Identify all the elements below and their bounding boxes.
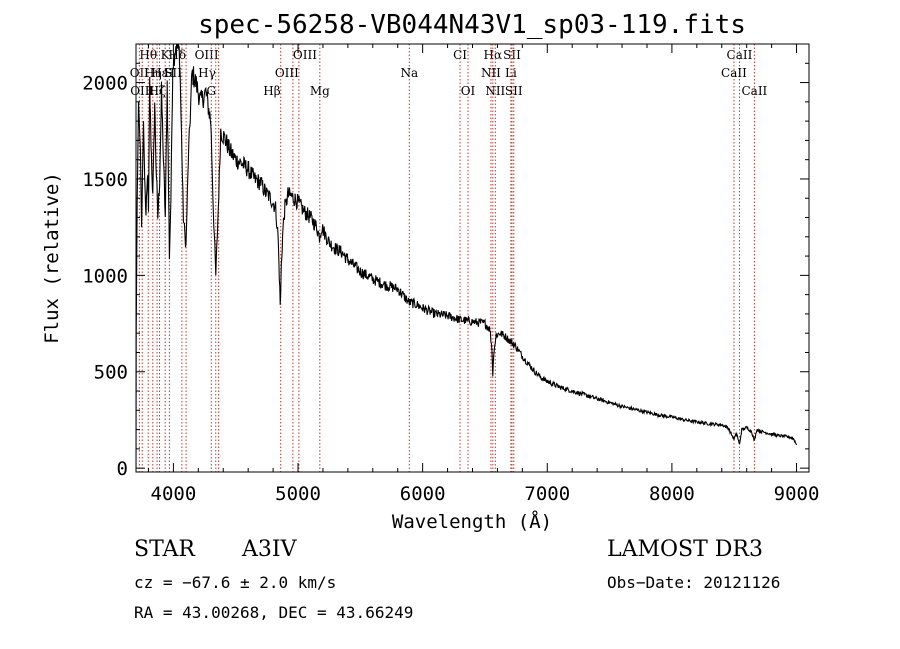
line-label-3: OIII (195, 48, 219, 62)
x-tick-label-2: 6000 (400, 483, 446, 505)
x-tick-label-1: 5000 (275, 483, 321, 505)
y-tick-label-1: 500 (94, 362, 128, 384)
spectrum-series (136, 44, 798, 469)
x-tick-label-3: 7000 (524, 483, 570, 505)
survey-name: LAMOST DR3 (607, 537, 763, 562)
line-label-6: Hα (484, 48, 503, 62)
y-tick-label-4: 2000 (82, 73, 128, 95)
line-label-28: CaII (741, 84, 767, 98)
axis-ticks: 4000 5000 6000 7000 8000 9000 0 500 1000 1500 2000 (82, 44, 819, 505)
line-label-12: H (164, 66, 174, 80)
x-tick-label-5: 9000 (774, 483, 820, 505)
plot-frame (135, 43, 810, 473)
line-label-16: Na (400, 66, 418, 80)
line-label-8: CaII (727, 48, 753, 62)
line-label-27: SII (505, 84, 523, 98)
line-label-26: NII (485, 84, 505, 98)
line-label-23: Hβ (263, 84, 280, 98)
y-tick-label-3: 1500 (82, 169, 128, 191)
x-tick-label-0: 4000 (151, 483, 197, 505)
x-tick-label-4: 8000 (649, 483, 695, 505)
line-label-14: Hγ (198, 66, 216, 80)
object-subclass: A3IV (242, 537, 297, 562)
line-label-24: Mg (310, 84, 330, 98)
line-label-17: NII (481, 66, 501, 80)
line-label-25: OI (461, 84, 476, 98)
y-tick-label-0: 0 (117, 458, 128, 480)
y-tick-label-2: 1000 (82, 265, 128, 287)
line-label-21: Hζ (149, 84, 166, 98)
observation-date: Obs−Date: 20121126 (607, 573, 781, 592)
line-label-15: OIII (275, 66, 299, 80)
x-axis-label: Wavelength (Å) (392, 510, 552, 533)
coordinates-info: RA = 43.00268, DEC = 43.66249 (134, 603, 414, 622)
line-label-9: OII (130, 66, 150, 80)
line-label-5: CI (453, 48, 467, 62)
line-label-2: Hδ (168, 48, 186, 62)
line-label-7: SII (503, 48, 521, 62)
line-label-18: Li (505, 66, 517, 80)
object-class: STAR (134, 537, 195, 562)
redshift-info: cz = −67.6 ± 2.0 km/s (134, 573, 337, 592)
chart-title: spec-56258-VB044N43V1_sp03-119.fits (198, 10, 746, 40)
line-label-19: CaII (721, 66, 747, 80)
line-label-11: Hε (151, 66, 168, 80)
line-label-22: G (206, 84, 216, 98)
line-label-1: K (161, 48, 171, 62)
line-label-4: OIII (293, 48, 317, 62)
spectrum-line (136, 44, 798, 469)
y-axis-label: Flux (relative) (41, 172, 63, 344)
